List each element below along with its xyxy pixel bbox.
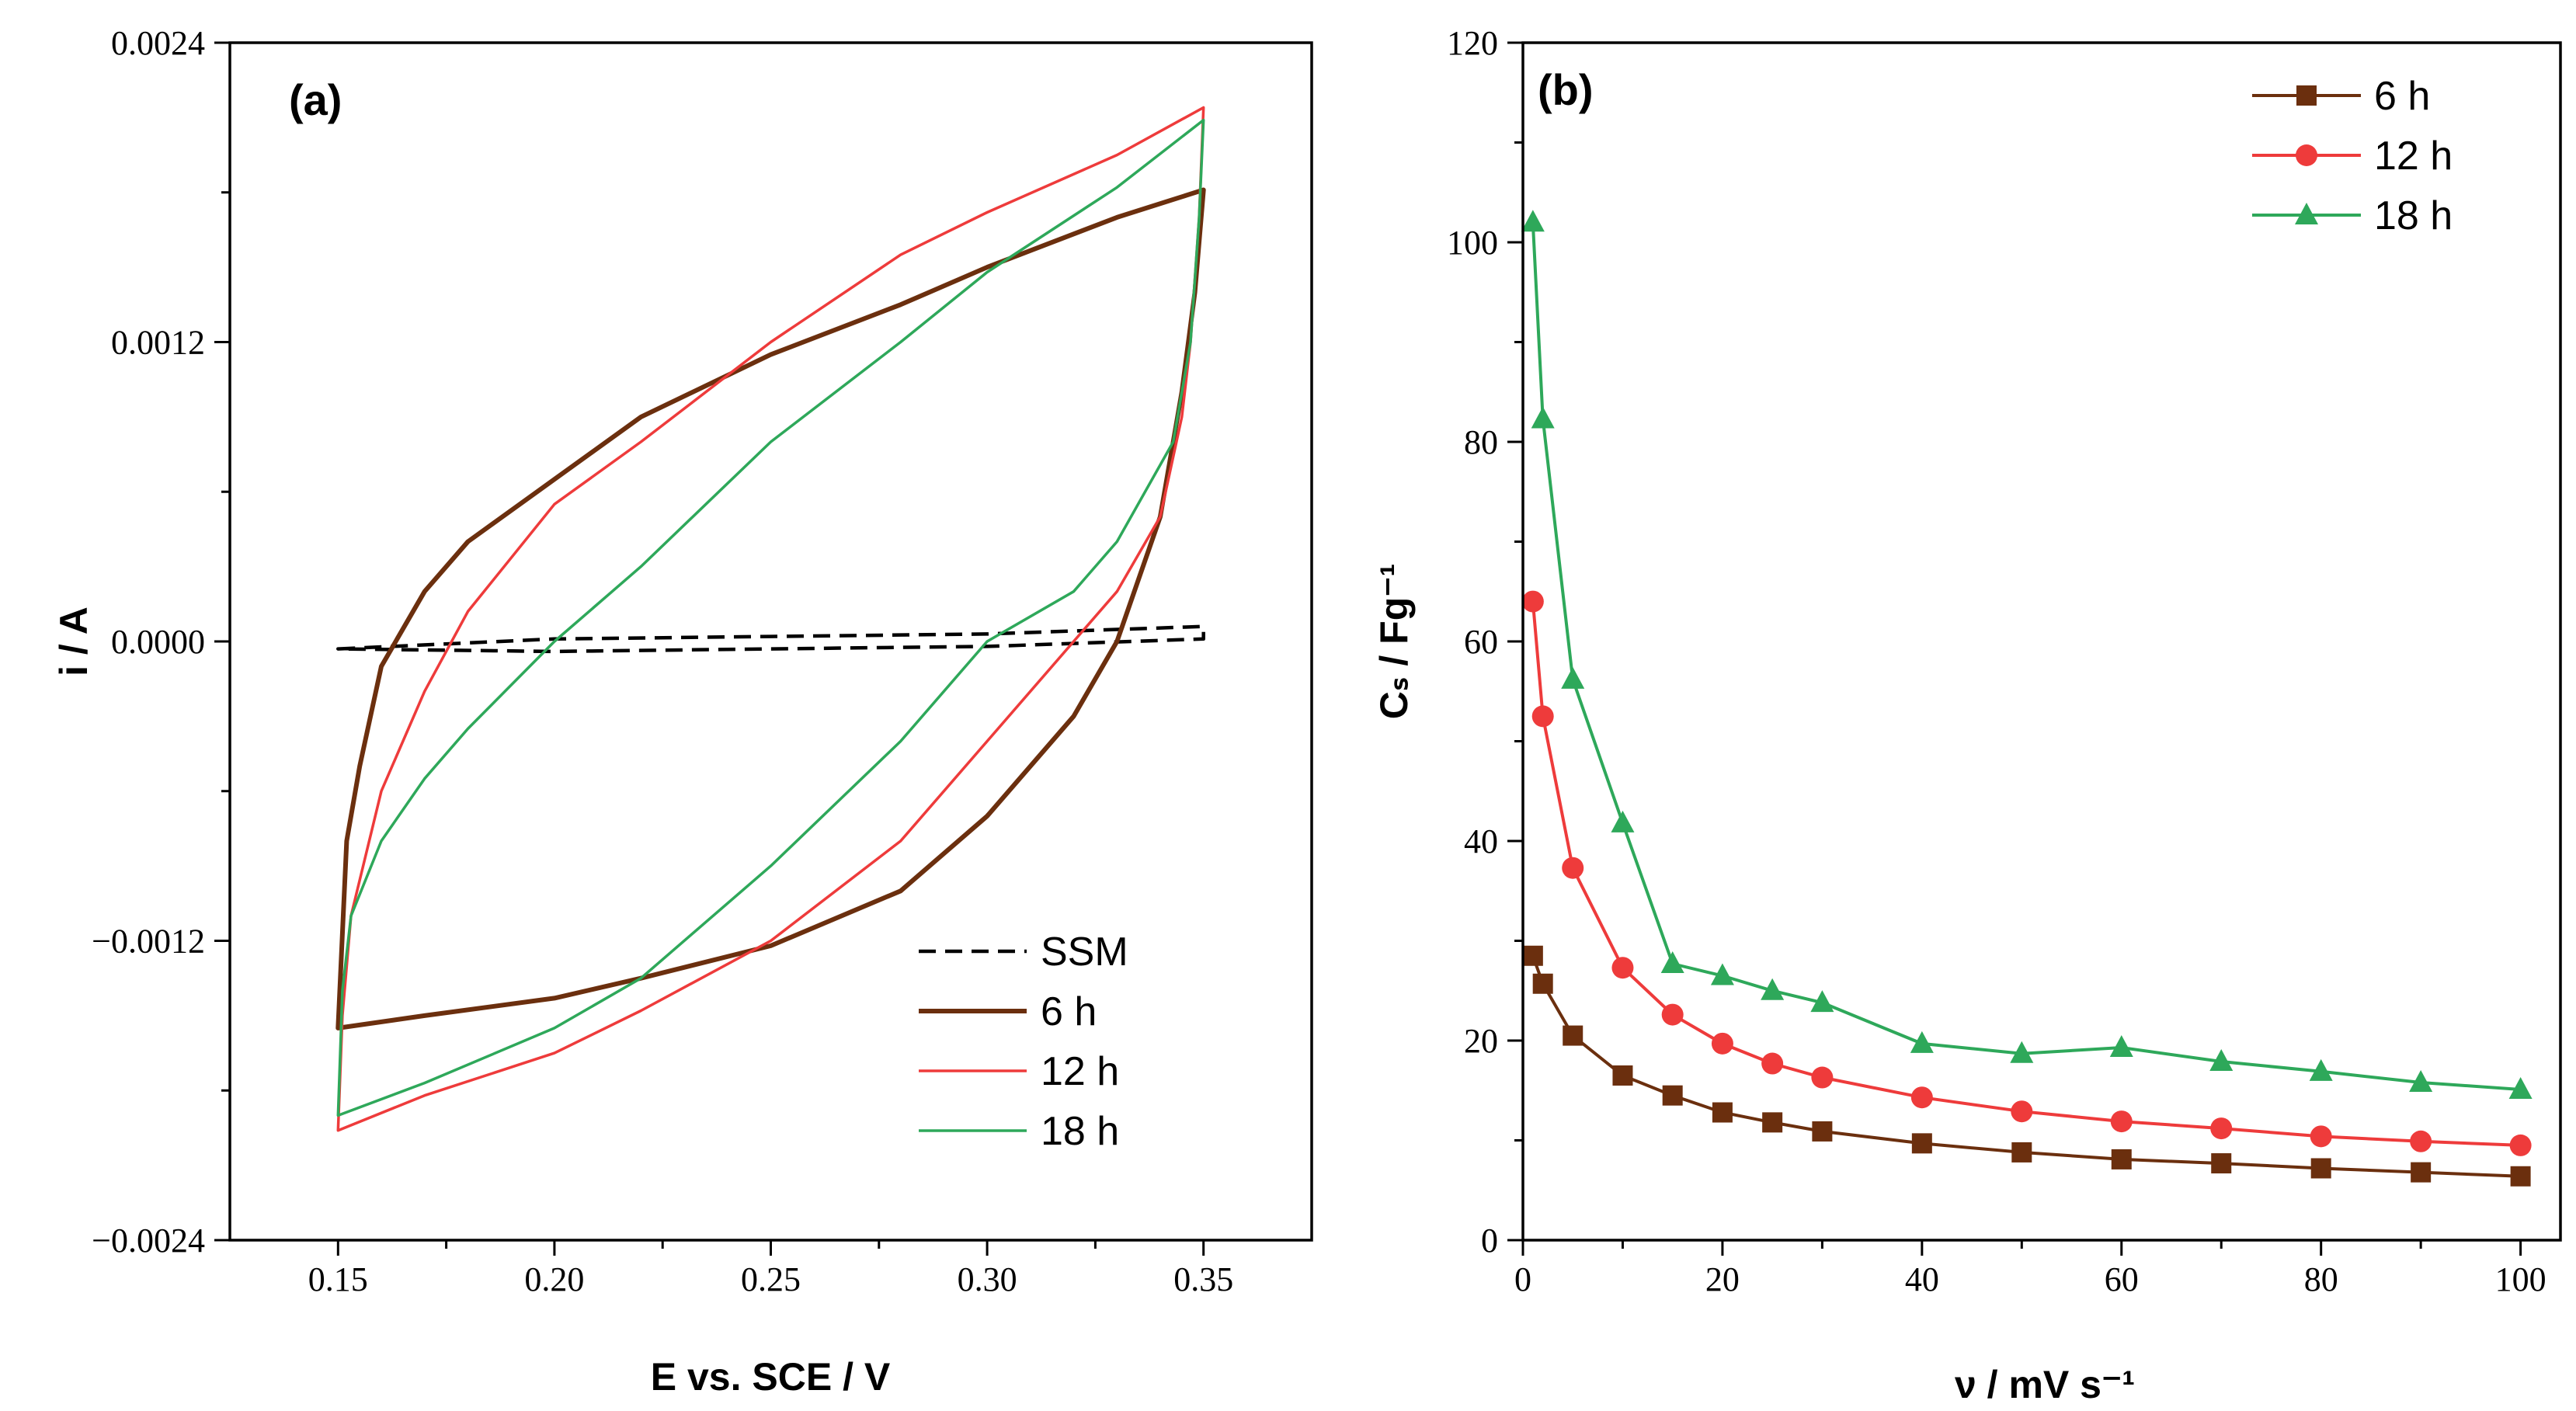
panel-b-y-tick-label: 0 xyxy=(1481,1222,1498,1260)
series-6-h-point xyxy=(2011,1142,2032,1163)
series-6-h-point xyxy=(2310,1158,2331,1179)
series-18-h-point xyxy=(1531,406,1555,429)
panel-a-y-tick-label: 0.0000 xyxy=(111,623,205,661)
series-18-h-point xyxy=(2010,1041,2034,1063)
series-18-h-line xyxy=(1531,222,2521,1091)
series-12-h-point xyxy=(1661,1003,1684,1026)
series-12-h-point xyxy=(1531,705,1554,728)
series-6-h-point xyxy=(1532,973,1553,994)
series-6-h-point xyxy=(2111,1149,2132,1169)
series-18-h-point xyxy=(1521,210,1545,232)
legend-12-h-label: 12 h xyxy=(1041,1049,1119,1094)
legend-18-h-label: 18 h xyxy=(1041,1109,1119,1154)
panel-a-y-tick-label: 0.0024 xyxy=(111,24,205,62)
series-18-h-point xyxy=(2309,1058,2333,1081)
series-18-h-point xyxy=(1810,990,1834,1013)
series-12-h-point xyxy=(1562,857,1584,879)
panel-b-y-tick-label: 80 xyxy=(1464,423,1498,461)
series-6-h-point xyxy=(1712,1102,1733,1123)
panel-a-y-tick-label: −0.0012 xyxy=(92,923,205,961)
legend-18-h-marker xyxy=(2295,203,2318,224)
panel-a-x-tick-label: 0.30 xyxy=(958,1260,1017,1298)
panel-b-y-tick-label: 120 xyxy=(1447,24,1498,62)
panel-b-y-tick-label: 20 xyxy=(1464,1022,1498,1060)
series-12-h-loop xyxy=(336,106,1205,1132)
panel-b-capacitance-plot: 0 20 40 60 80 100 0 20 40 60 80 100 120 (b) ν / mV s… xyxy=(1372,24,2562,1406)
panel-b-plot-area xyxy=(1521,210,2533,1187)
panel-a-plot-area xyxy=(335,106,1206,1132)
panel-b-legend: 6 h 12 h 18 h xyxy=(2252,74,2453,238)
series-6-h-point xyxy=(2211,1153,2232,1174)
series-12-h-point xyxy=(1711,1032,1733,1055)
legend-ssm-label: SSM xyxy=(1041,930,1128,975)
series-12-h-point xyxy=(1811,1066,1834,1089)
series-18-h-point xyxy=(2209,1048,2234,1071)
series-12-h-point xyxy=(2011,1100,2033,1123)
series-18-h-point xyxy=(1761,978,1785,1000)
series-12-h-point xyxy=(2110,1110,2133,1133)
panel-a-x-tick-label: 0.35 xyxy=(1173,1260,1233,1298)
legend-6-h-label: 6 h xyxy=(2374,74,2430,119)
series-18-h-point xyxy=(1910,1030,1934,1053)
panel-b-label: (b) xyxy=(1538,65,1594,114)
series-18-h-point xyxy=(1561,666,1585,689)
panel-a-legend: SSM 6 h 12 h 18 h xyxy=(919,930,1128,1154)
panel-a-y-tick-label: −0.0024 xyxy=(92,1222,205,1260)
series-12-h-point xyxy=(1761,1052,1784,1075)
panel-a-x-axis-title: E vs. SCE / V xyxy=(651,1355,891,1399)
series-6-h-loop xyxy=(335,187,1206,1030)
panel-a-x-tick-label: 0.20 xyxy=(524,1260,584,1298)
series-6-h-point xyxy=(1563,1025,1583,1046)
panel-b-y-axis-title: Cₛ / Fg⁻¹ xyxy=(1372,564,1416,720)
series-12-h-point xyxy=(2210,1117,2233,1140)
panel-a-x-tick-label: 0.25 xyxy=(741,1260,801,1298)
panel-b-y-tick-label: 60 xyxy=(1464,623,1498,661)
series-12-h-point xyxy=(2410,1130,2432,1152)
panel-b-x-axis-title: ν / mV s⁻¹ xyxy=(1955,1363,2135,1406)
panel-b-y-tick-label: 40 xyxy=(1464,822,1498,860)
series-6-h-point xyxy=(1911,1133,1932,1154)
series-6-h-point xyxy=(2411,1162,2432,1183)
legend-12-h-marker xyxy=(2296,144,2317,166)
panel-b-x-tick-label: 40 xyxy=(1905,1260,1939,1298)
panel-a-ticks: 0.15 0.20 0.25 0.30 0.35 −0.0024 −0.0012 0.0000… xyxy=(92,24,1233,1298)
legend-6-h-marker xyxy=(2296,85,2317,106)
panel-b-x-tick-label: 0 xyxy=(1514,1260,1531,1298)
series-6-h-point xyxy=(1812,1121,1833,1142)
series-18-h-point xyxy=(2109,1034,2133,1057)
series-6-h-point xyxy=(2510,1166,2531,1187)
series-12-h-point xyxy=(1611,957,1634,979)
series-12-h-point xyxy=(2509,1134,2532,1156)
panel-b-x-tick-label: 60 xyxy=(2105,1260,2139,1298)
series-18-h-point xyxy=(2409,1069,2433,1092)
panel-a-label: (a) xyxy=(289,75,342,124)
panel-a-y-axis-title: i / A xyxy=(52,606,96,676)
series-6-h-point xyxy=(1522,945,1543,966)
legend-18-h-label: 18 h xyxy=(2374,193,2453,238)
series-6-h-point xyxy=(1612,1065,1633,1086)
series-12-h-line xyxy=(1531,601,2521,1147)
panel-b-x-tick-label: 100 xyxy=(2495,1260,2546,1298)
series-12-h-point xyxy=(1521,590,1544,613)
panel-a-cv-plot: 0.15 0.20 0.25 0.30 0.35 −0.0024 −0.0012 0.0000… xyxy=(52,24,1313,1399)
panel-a-y-tick-label: 0.0012 xyxy=(111,324,205,362)
series-18-h-point xyxy=(1710,963,1734,985)
panel-b-x-tick-label: 80 xyxy=(2304,1260,2338,1298)
series-6-h-point xyxy=(1762,1112,1783,1133)
series-18-h-point xyxy=(1660,951,1684,974)
legend-12-h-label: 12 h xyxy=(2374,134,2453,179)
series-12-h-point xyxy=(2310,1125,2332,1148)
panel-b-x-tick-label: 20 xyxy=(1705,1260,1740,1298)
series-ssm-loop xyxy=(336,624,1205,654)
series-6-h-point xyxy=(1662,1085,1683,1106)
series-18-h-point xyxy=(1611,810,1635,832)
panel-a-x-tick-label: 0.15 xyxy=(308,1260,368,1298)
series-12-h-point xyxy=(1910,1086,1933,1109)
legend-6-h-label: 6 h xyxy=(1041,989,1097,1034)
series-18-h-loop xyxy=(336,118,1205,1117)
panel-b-ticks: 0 20 40 60 80 100 0 20 40 60 80 100 120 xyxy=(1447,24,2546,1298)
panel-b-y-tick-label: 100 xyxy=(1447,224,1498,262)
series-18-h-point xyxy=(2508,1076,2533,1099)
